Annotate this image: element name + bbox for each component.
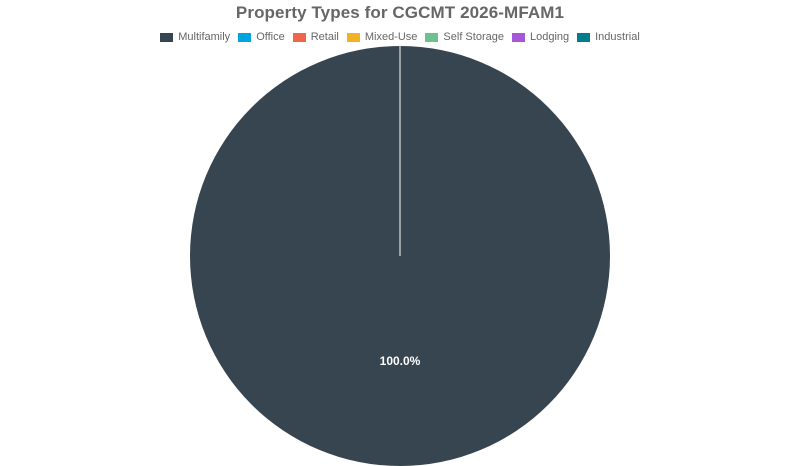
legend-item-industrial[interactable]: Industrial — [577, 31, 640, 43]
legend-swatch-multifamily — [160, 32, 174, 42]
legend-item-multifamily[interactable]: Multifamily — [160, 31, 230, 43]
legend-label-office: Office — [256, 31, 285, 43]
legend-label-mixed-use: Mixed-Use — [364, 31, 418, 43]
legend-swatch-retail — [292, 32, 306, 42]
legend-item-lodging[interactable]: Lodging — [511, 31, 570, 43]
legend-label-self-storage: Self Storage — [443, 31, 504, 43]
legend-swatch-office — [238, 32, 252, 42]
legend-label-industrial: Industrial — [595, 31, 640, 43]
chart-title: Property Types for CGCMT 2026-MFAM1 — [235, 3, 565, 22]
legend-label-multifamily: Multifamily — [178, 31, 231, 43]
legend-swatch-industrial — [577, 32, 591, 42]
data-label-multifamily: 100.0% — [380, 354, 421, 368]
legend-swatch-lodging — [511, 32, 525, 42]
legend-swatch-mixed-use — [346, 32, 360, 42]
legend-item-office[interactable]: Office — [238, 31, 285, 43]
legend: Multifamily Office Retail Mixed-Use Self… — [0, 31, 800, 43]
legend-item-mixed-use[interactable]: Mixed-Use — [346, 31, 418, 43]
legend-label-lodging: Lodging — [529, 31, 570, 43]
legend-item-self-storage[interactable]: Self Storage — [425, 31, 504, 43]
legend-swatch-self-storage — [425, 32, 439, 42]
legend-label-retail: Retail — [310, 31, 339, 43]
legend-item-retail[interactable]: Retail — [292, 31, 339, 43]
